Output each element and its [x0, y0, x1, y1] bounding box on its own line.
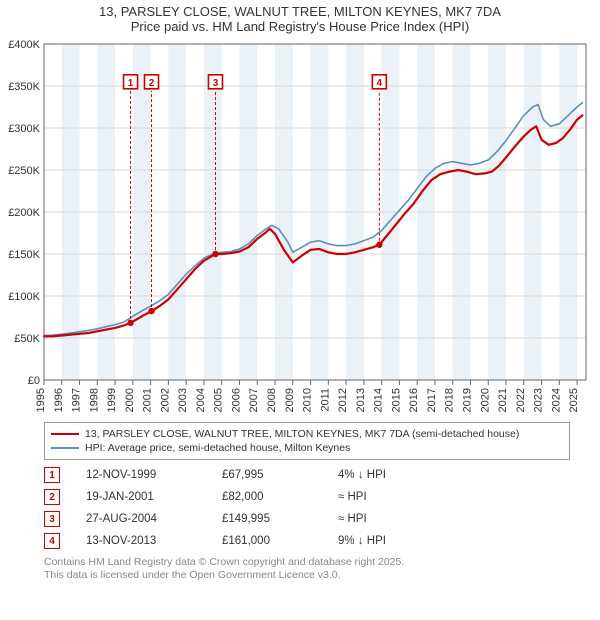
svg-text:2015: 2015: [390, 388, 402, 412]
legend: 13, PARSLEY CLOSE, WALNUT TREE, MILTON K…: [44, 422, 570, 460]
svg-text:2019: 2019: [461, 388, 473, 412]
svg-text:2000: 2000: [124, 388, 136, 412]
sale-row: 2 19-JAN-2001 £82,000 ≈ HPI: [44, 486, 570, 508]
svg-text:£400K: £400K: [8, 39, 40, 51]
svg-text:2014: 2014: [373, 388, 385, 412]
sale-price: £161,000: [222, 535, 312, 547]
sale-row: 4 13-NOV-2013 £161,000 9% ↓ HPI: [44, 530, 570, 552]
svg-text:2016: 2016: [408, 388, 420, 412]
svg-text:2011: 2011: [319, 388, 331, 412]
sale-price: £149,995: [222, 513, 312, 525]
svg-text:2012: 2012: [337, 388, 349, 412]
svg-text:3: 3: [213, 78, 219, 89]
sale-marker-icon: 4: [44, 533, 60, 549]
svg-text:2: 2: [149, 78, 155, 89]
svg-text:2009: 2009: [284, 388, 296, 412]
sale-date: 12-NOV-1999: [86, 469, 196, 481]
sale-row: 3 27-AUG-2004 £149,995 ≈ HPI: [44, 508, 570, 530]
svg-text:2023: 2023: [533, 388, 545, 412]
sale-marker-icon: 1: [44, 467, 60, 483]
svg-text:2018: 2018: [444, 388, 456, 412]
sale-row: 1 12-NOV-1999 £67,995 4% ↓ HPI: [44, 464, 570, 486]
svg-text:1998: 1998: [88, 388, 100, 412]
sale-date: 19-JAN-2001: [86, 491, 196, 503]
svg-text:£150K: £150K: [8, 249, 40, 261]
sale-relation: ≈ HPI: [338, 513, 438, 525]
svg-text:2024: 2024: [550, 388, 562, 412]
svg-text:1999: 1999: [106, 388, 118, 412]
svg-text:2021: 2021: [497, 388, 509, 412]
svg-text:2010: 2010: [302, 388, 314, 412]
svg-text:2003: 2003: [177, 388, 189, 412]
svg-text:2022: 2022: [515, 388, 527, 412]
line-chart: £0 £50K £100K £150K £200K £250K £300K £350K £400…: [0, 36, 600, 416]
svg-text:2006: 2006: [230, 388, 242, 412]
footnote-line: This data is licensed under the Open Gov…: [44, 569, 570, 582]
title-line-2: Price paid vs. HM Land Registry's House …: [10, 19, 590, 34]
footnote-line: Contains HM Land Registry data © Crown c…: [44, 556, 570, 569]
title-line-1: 13, PARSLEY CLOSE, WALNUT TREE, MILTON K…: [10, 4, 590, 19]
svg-text:2005: 2005: [213, 388, 225, 412]
svg-text:2013: 2013: [355, 388, 367, 412]
svg-text:2020: 2020: [479, 388, 491, 412]
svg-text:£350K: £350K: [8, 81, 40, 93]
sale-date: 27-AUG-2004: [86, 513, 196, 525]
footnote: Contains HM Land Registry data © Crown c…: [44, 556, 570, 582]
sales-table: 1 12-NOV-1999 £67,995 4% ↓ HPI 2 19-JAN-2001 £…: [44, 464, 570, 552]
svg-text:2004: 2004: [195, 388, 207, 412]
svg-text:2017: 2017: [426, 388, 438, 412]
svg-text:£0: £0: [28, 375, 40, 387]
chart-svg: £0 £50K £100K £150K £200K £250K £300K £350K £400…: [0, 36, 600, 416]
svg-text:2025: 2025: [568, 388, 580, 412]
svg-text:2002: 2002: [159, 388, 171, 412]
sale-price: £82,000: [222, 491, 312, 503]
sale-relation: 9% ↓ HPI: [338, 535, 438, 547]
legend-label: 13, PARSLEY CLOSE, WALNUT TREE, MILTON K…: [85, 427, 519, 441]
svg-text:1996: 1996: [53, 388, 65, 412]
chart-title: 13, PARSLEY CLOSE, WALNUT TREE, MILTON K…: [0, 0, 600, 36]
svg-text:1997: 1997: [71, 388, 83, 412]
svg-text:2007: 2007: [248, 388, 260, 412]
legend-item: 13, PARSLEY CLOSE, WALNUT TREE, MILTON K…: [51, 427, 563, 441]
svg-text:2008: 2008: [266, 388, 278, 412]
legend-swatch: [51, 447, 79, 449]
legend-swatch: [51, 433, 79, 435]
svg-text:£100K: £100K: [8, 291, 40, 303]
svg-text:4: 4: [377, 78, 383, 89]
sale-marker-icon: 2: [44, 489, 60, 505]
svg-text:£50K: £50K: [14, 333, 40, 345]
sale-relation: ≈ HPI: [338, 491, 438, 503]
svg-text:£250K: £250K: [8, 165, 40, 177]
svg-text:2001: 2001: [142, 388, 154, 412]
svg-text:1995: 1995: [35, 388, 47, 412]
svg-text:£200K: £200K: [8, 207, 40, 219]
sale-price: £67,995: [222, 469, 312, 481]
legend-item: HPI: Average price, semi-detached house,…: [51, 441, 563, 455]
sale-marker-icon: 3: [44, 511, 60, 527]
sale-date: 13-NOV-2013: [86, 535, 196, 547]
svg-text:£300K: £300K: [8, 123, 40, 135]
legend-label: HPI: Average price, semi-detached house,…: [85, 441, 350, 455]
svg-text:1: 1: [128, 78, 134, 89]
sale-relation: 4% ↓ HPI: [338, 469, 438, 481]
